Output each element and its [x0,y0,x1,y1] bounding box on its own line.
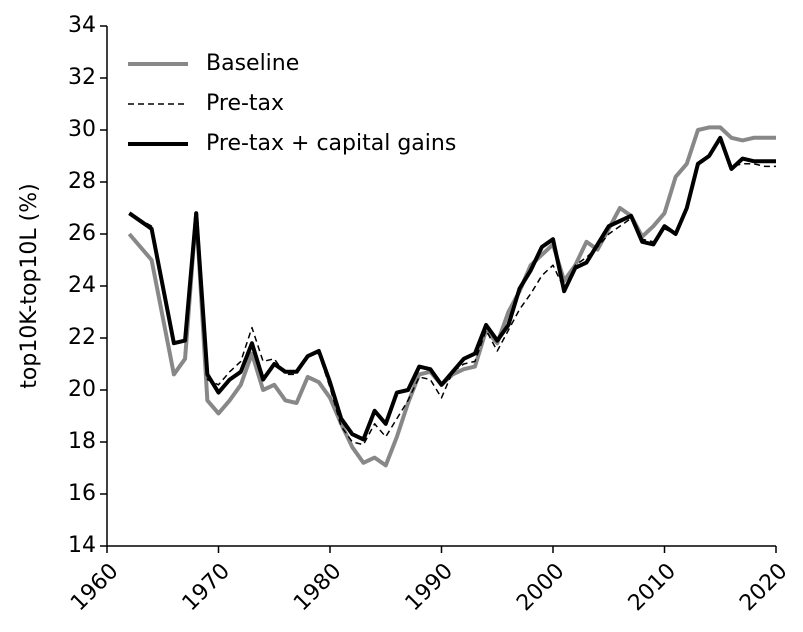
y-tick-label: 16 [68,481,96,506]
y-tick-label: 14 [68,533,96,558]
y-tick-label: 26 [68,221,96,246]
y-tick-label: 24 [68,273,96,298]
data-line [128,139,776,446]
x-tick-label: 2000 [512,559,569,616]
y-axis-label: top10K-top10L (%) [17,183,42,388]
y-tick-label: 34 [68,13,96,38]
y-tick-label: 22 [68,325,96,350]
y-tick-label: 28 [68,169,96,194]
y-tick-label: 32 [68,65,96,90]
data-line [127,125,776,468]
x-tick-label: 1960 [66,559,123,616]
y-tick-label: 20 [68,377,96,402]
y-tick-label: 18 [68,429,96,454]
data-line [128,135,776,442]
legend-label: Pre-tax [206,91,284,116]
x-tick-label: 2010 [624,559,681,616]
x-tick-label: 1990 [401,559,458,616]
x-tick-label: 1970 [178,559,235,616]
legend-label: Pre-tax + capital gains [206,131,456,156]
legend-label: Baseline [206,51,299,76]
x-tick-label: 2020 [735,559,792,616]
x-tick-label: 1980 [289,559,346,616]
y-tick-label: 30 [68,117,96,142]
